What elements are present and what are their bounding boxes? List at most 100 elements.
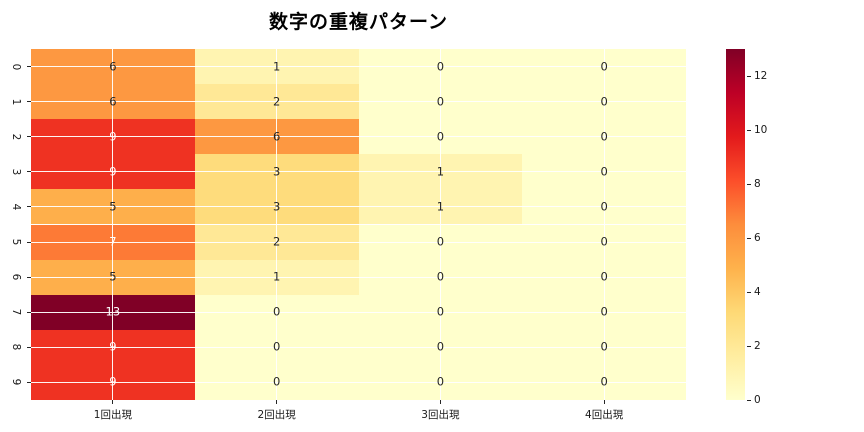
x-tick-label: 3回出現 <box>421 409 460 421</box>
colorbar-tick-label: 6 <box>754 232 761 244</box>
gridline-vertical <box>112 49 114 400</box>
y-tick-mark <box>27 66 31 68</box>
y-tick-label: 1 <box>10 98 22 105</box>
cell-value-label: 3 <box>272 164 281 179</box>
y-tick-label: 5 <box>10 238 22 246</box>
x-tick-mark <box>112 400 114 404</box>
cell-value-label: 0 <box>600 304 608 319</box>
cell-value-label: 6 <box>109 58 117 73</box>
gridline-horizontal <box>31 171 686 173</box>
cell-value-label: 0 <box>436 58 445 73</box>
x-tick-label: 1回出現 <box>93 409 132 421</box>
x-tick-label: 4回出現 <box>585 409 624 421</box>
cell-value-label: 0 <box>272 339 281 354</box>
cell-value-label: 0 <box>436 269 445 284</box>
cell-value-label: 0 <box>436 93 445 108</box>
colorbar-tick-label: 0 <box>754 394 761 406</box>
cell-value-label: 0 <box>600 374 608 389</box>
cell-value-label: 0 <box>600 339 608 354</box>
cell-value-label: 0 <box>436 339 445 354</box>
y-tick-mark <box>27 311 31 313</box>
x-tick-label: 2回出現 <box>257 409 296 421</box>
gridline-vertical <box>439 49 441 400</box>
colorbar-tick-label: 2 <box>754 340 761 352</box>
cell-value-label: 9 <box>109 339 117 354</box>
cell-value-label: 9 <box>109 129 117 143</box>
cell-value-label: 7 <box>109 234 117 249</box>
gridline-horizontal <box>31 136 686 138</box>
cell-value-label: 13 <box>105 304 121 319</box>
y-tick-mark <box>27 206 31 208</box>
colorbar-tick-mark <box>747 399 751 401</box>
colorbar-tick-mark <box>747 129 751 131</box>
y-tick-mark <box>27 136 31 138</box>
x-tick-mark <box>276 400 278 404</box>
colorbar-tick-label: 4 <box>754 286 761 298</box>
y-tick-label: 8 <box>10 344 22 351</box>
x-tick-mark <box>603 400 605 404</box>
y-tick-label: 6 <box>10 273 22 281</box>
gridline-horizontal <box>31 276 686 278</box>
colorbar-tick-label: 12 <box>754 70 768 82</box>
chart-title: 数字の重複パターン <box>268 11 449 33</box>
cell-value-label: 6 <box>109 93 117 108</box>
cell-value-label: 9 <box>109 164 117 179</box>
y-tick-label: 9 <box>10 379 22 386</box>
colorbar-tick-mark <box>747 291 751 293</box>
gridline-horizontal <box>31 241 686 243</box>
colorbar-tick-mark <box>747 183 751 185</box>
cell-value-label: 3 <box>272 199 281 214</box>
cell-value-label: 0 <box>600 129 608 143</box>
cell-value-label: 0 <box>436 304 445 319</box>
cell-value-label: 0 <box>272 304 281 319</box>
cell-value-label: 6 <box>272 129 281 143</box>
cell-value-label: 1 <box>436 199 445 214</box>
cell-value-label: 5 <box>109 269 117 284</box>
colorbar-tick-label: 8 <box>754 178 761 190</box>
cell-value-label: 1 <box>272 58 281 73</box>
colorbar-tick-mark <box>747 237 751 239</box>
y-tick-mark <box>27 241 31 243</box>
colorbar <box>726 49 745 400</box>
cell-value-label: 0 <box>436 129 445 143</box>
cell-value-label: 0 <box>436 374 445 389</box>
gridline-horizontal <box>31 311 686 313</box>
y-tick-mark <box>27 381 31 383</box>
y-tick-mark <box>27 346 31 348</box>
cell-value-label: 0 <box>600 199 608 214</box>
cell-value-label: 1 <box>272 269 281 284</box>
colorbar-tick-mark <box>747 75 751 77</box>
y-tick-label: 4 <box>10 203 22 211</box>
colorbar-tick-label: 10 <box>754 124 768 136</box>
heatmap-plot-area: 6 1 0 0 6 2 0 0 9 6 0 0 9 3 1 0 5 3 1 0 7 2 0 0 5 1 0 0 13 0 0 0 9 0 0 0 9 0 0… <box>31 49 686 400</box>
gridline-vertical <box>276 49 278 400</box>
cell-value-label: 9 <box>109 374 117 389</box>
cell-value-label: 2 <box>272 234 281 249</box>
colorbar-tick-mark <box>747 345 751 347</box>
y-tick-mark <box>27 171 31 173</box>
cell-value-label: 0 <box>436 234 445 249</box>
cell-value-label: 5 <box>109 199 117 214</box>
cell-value-label: 0 <box>600 234 608 249</box>
cell-value-label: 1 <box>436 164 445 179</box>
cell-value-label: 2 <box>272 93 281 108</box>
gridline-horizontal <box>31 346 686 348</box>
gridline-horizontal <box>31 66 686 68</box>
x-tick-mark <box>439 400 441 404</box>
cell-value-label: 0 <box>600 164 608 179</box>
cell-value-label: 0 <box>272 374 281 389</box>
y-tick-mark <box>27 101 31 103</box>
cell-value-label: 0 <box>600 269 608 284</box>
cell-value-label: 0 <box>600 93 608 108</box>
gridline-vertical <box>603 49 605 400</box>
gridline-horizontal <box>31 206 686 208</box>
y-tick-label: 7 <box>10 308 22 316</box>
gridline-horizontal <box>31 381 686 383</box>
y-tick-label: 3 <box>10 168 22 176</box>
y-tick-mark <box>27 276 31 278</box>
cell-value-label: 0 <box>600 58 608 73</box>
y-tick-label: 0 <box>10 63 22 70</box>
y-tick-label: 2 <box>10 133 22 141</box>
gridline-horizontal <box>31 101 686 103</box>
